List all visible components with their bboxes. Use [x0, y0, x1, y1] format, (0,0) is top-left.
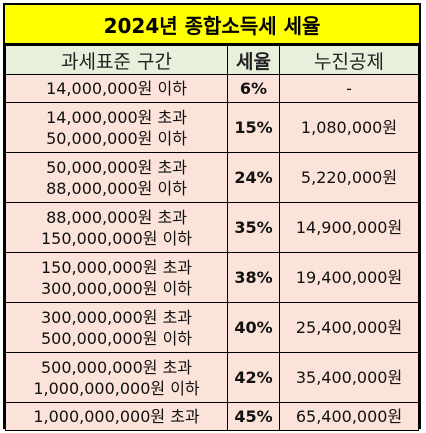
bracket-cell: 300,000,000원 초과 500,000,000원 이하	[5, 302, 228, 353]
table-title: 2024년 종합소득세 세율	[5, 5, 419, 45]
header-rate: 세율	[227, 45, 280, 75]
deduction-cell: 5,220,000원	[279, 152, 419, 203]
header-row: 과세표준 구간 세율 누진공제	[5, 45, 419, 75]
deduction-cell: 19,400,000원	[279, 252, 419, 303]
bracket-line2: 50,000,000원 이하	[46, 128, 187, 148]
tax-rate-table: 과세표준 구간 세율 누진공제 14,000,000원 이하 6% - 14,0…	[5, 45, 419, 431]
bracket-cell: 150,000,000원 초과 300,000,000원 이하	[5, 252, 228, 303]
rate-cell: 24%	[227, 152, 280, 203]
table-row: 14,000,000원 이하 6% -	[5, 74, 419, 103]
table-row: 150,000,000원 초과 300,000,000원 이하 38% 19,4…	[5, 252, 419, 303]
rate-cell: 15%	[227, 102, 280, 153]
rate-cell: 45%	[227, 402, 280, 431]
rate-cell: 42%	[227, 352, 280, 403]
table-row: 300,000,000원 초과 500,000,000원 이하 40% 25,4…	[5, 302, 419, 353]
bracket-line2: 88,000,000원 이하	[46, 178, 187, 198]
bracket-cell: 88,000,000원 초과 150,000,000원 이하	[5, 202, 228, 253]
bracket-line1: 1,000,000,000원 초과	[33, 407, 200, 426]
header-deduction: 누진공제	[279, 45, 419, 75]
bracket-cell: 14,000,000원 초과 50,000,000원 이하	[5, 102, 228, 153]
deduction-cell: 1,080,000원	[279, 102, 419, 153]
deduction-cell: 35,400,000원	[279, 352, 419, 403]
rate-cell: 35%	[227, 202, 280, 253]
bracket-cell: 14,000,000원 이하	[5, 74, 228, 103]
bracket-line2: 300,000,000원 이하	[40, 278, 193, 298]
bracket-line1: 150,000,000원 초과	[40, 257, 193, 277]
bracket-line1: 50,000,000원 초과	[46, 157, 187, 177]
bracket-line1: 14,000,000원 초과	[46, 107, 187, 127]
deduction-cell: -	[279, 74, 419, 103]
table-row: 14,000,000원 초과 50,000,000원 이하 15% 1,080,…	[5, 102, 419, 153]
table-row: 88,000,000원 초과 150,000,000원 이하 35% 14,90…	[5, 202, 419, 253]
bracket-cell: 1,000,000,000원 초과	[5, 402, 228, 431]
deduction-cell: 65,400,000원	[279, 402, 419, 431]
bracket-line1: 300,000,000원 초과	[40, 307, 193, 327]
header-bracket: 과세표준 구간	[5, 45, 228, 75]
table-row: 50,000,000원 초과 88,000,000원 이하 24% 5,220,…	[5, 152, 419, 203]
bracket-line1: 500,000,000원 초과	[40, 357, 193, 377]
bracket-line1: 14,000,000원 이하	[46, 79, 187, 98]
rate-cell: 40%	[227, 302, 280, 353]
rate-cell: 38%	[227, 252, 280, 303]
bracket-cell: 500,000,000원 초과 1,000,000,000원 이하	[5, 352, 228, 403]
tax-rate-table-frame: 2024년 종합소득세 세율 과세표준 구간 세율 누진공제 14,000,00…	[3, 3, 421, 431]
bracket-line1: 88,000,000원 초과	[46, 207, 187, 227]
bracket-line2: 1,000,000,000원 이하	[33, 378, 200, 398]
deduction-cell: 14,900,000원	[279, 202, 419, 253]
rate-cell: 6%	[227, 74, 280, 103]
bracket-line2: 150,000,000원 이하	[40, 228, 193, 248]
bracket-line2: 500,000,000원 이하	[40, 328, 193, 348]
table-row: 500,000,000원 초과 1,000,000,000원 이하 42% 35…	[5, 352, 419, 403]
bracket-cell: 50,000,000원 초과 88,000,000원 이하	[5, 152, 228, 203]
table-row: 1,000,000,000원 초과 45% 65,400,000원	[5, 402, 419, 431]
deduction-cell: 25,400,000원	[279, 302, 419, 353]
